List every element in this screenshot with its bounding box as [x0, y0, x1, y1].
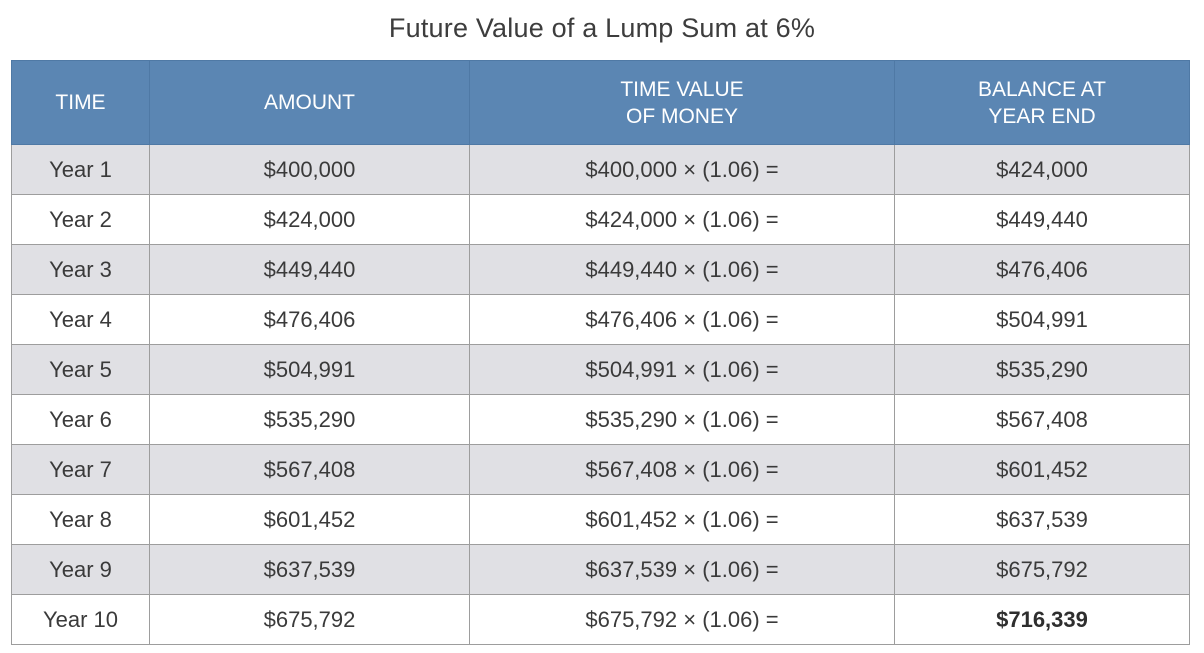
cell-time: Year 9	[11, 544, 150, 595]
cell-amount: $449,440	[149, 244, 470, 295]
cell-time: Year 2	[11, 194, 150, 245]
cell-time-value-of-money: $400,000 × (1.06) =	[469, 144, 895, 195]
cell-balance: $675,792	[894, 544, 1190, 595]
cell-time-value-of-money: $449,440 × (1.06) =	[469, 244, 895, 295]
cell-amount: $601,452	[149, 494, 470, 545]
cell-time-value-of-money: $424,000 × (1.06) =	[469, 194, 895, 245]
cell-time: Year 7	[11, 444, 150, 495]
cell-time-value-of-money: $476,406 × (1.06) =	[469, 294, 895, 345]
header-time: TIME	[11, 60, 150, 145]
cell-time: Year 3	[11, 244, 150, 295]
header-line: YEAR END	[988, 104, 1096, 128]
future-value-table: TIME AMOUNT TIME VALUE OF MONEY BALANCE …	[11, 60, 1190, 645]
header-line: BALANCE AT	[978, 77, 1106, 101]
cell-amount: $637,539	[149, 544, 470, 595]
header-line: OF MONEY	[625, 104, 738, 128]
cell-time: Year 6	[11, 394, 150, 445]
table-row: Year 8 $601,452 $601,452 × (1.06) = $637,53…	[11, 494, 1190, 545]
table-row: Year 10 $675,792 $675,792 × (1.06) = $716,3…	[11, 594, 1190, 645]
table-row: Year 7 $567,408 $567,408 × (1.06) = $601,45…	[11, 444, 1190, 495]
header-line: AMOUNT	[264, 91, 355, 114]
cell-amount: $400,000	[149, 144, 470, 195]
table-row: Year 1 $400,000 $400,000 × (1.06) = $424,00…	[11, 144, 1190, 195]
cell-balance: $637,539	[894, 494, 1190, 545]
table-row: Year 3 $449,440 $449,440 × (1.06) = $476,40…	[11, 244, 1190, 295]
cell-time-value-of-money: $504,991 × (1.06) =	[469, 344, 895, 395]
table-header: TIME AMOUNT TIME VALUE OF MONEY BALANCE …	[11, 60, 1190, 145]
cell-time-value-of-money: $637,539 × (1.06) =	[469, 544, 895, 595]
cell-amount: $567,408	[149, 444, 470, 495]
cell-time-value-of-money: $567,408 × (1.06) =	[469, 444, 895, 495]
cell-amount: $535,290	[149, 394, 470, 445]
cell-balance: $716,339	[894, 594, 1190, 645]
table-row: Year 9 $637,539 $637,539 × (1.06) = $675,79…	[11, 544, 1190, 595]
cell-time-value-of-money: $535,290 × (1.06) =	[469, 394, 895, 445]
table-body: Year 1 $400,000 $400,000 × (1.06) = $424,00…	[11, 144, 1190, 645]
cell-balance: $535,290	[894, 344, 1190, 395]
table-title: Future Value of a Lump Sum at 6%	[388, 13, 816, 43]
cell-balance: $504,991	[894, 294, 1190, 345]
table-row: Year 4 $476,406 $476,406 × (1.06) = $504,99…	[11, 294, 1190, 345]
header-amount: AMOUNT	[149, 60, 470, 145]
cell-time: Year 1	[11, 144, 150, 195]
cell-balance: $476,406	[894, 244, 1190, 295]
cell-time: Year 4	[11, 294, 150, 345]
cell-amount: $675,792	[149, 594, 470, 645]
cell-balance: $601,452	[894, 444, 1190, 495]
cell-amount: $504,991	[149, 344, 470, 395]
cell-balance: $424,000	[894, 144, 1190, 195]
cell-amount: $476,406	[149, 294, 470, 345]
cell-time: Year 10	[11, 594, 150, 645]
cell-time-value-of-money: $601,452 × (1.06) =	[469, 494, 895, 545]
cell-time: Year 5	[11, 344, 150, 395]
cell-balance: $567,408	[894, 394, 1190, 445]
table-row: Year 6 $535,290 $535,290 × (1.06) = $567,40…	[11, 394, 1190, 445]
cell-amount: $424,000	[149, 194, 470, 245]
cell-balance: $449,440	[894, 194, 1190, 245]
header-line: TIME VALUE	[620, 77, 744, 101]
cell-time-value-of-money: $675,792 × (1.06) =	[469, 594, 895, 645]
header-row: TIME AMOUNT TIME VALUE OF MONEY BALANCE …	[11, 60, 1190, 145]
table-row: Year 2 $424,000 $424,000 × (1.06) = $449,44…	[11, 194, 1190, 245]
table-row: Year 5 $504,991 $504,991 × (1.06) = $535,29…	[11, 344, 1190, 395]
header-line: TIME	[55, 91, 106, 114]
header-time-value-of-money: TIME VALUE OF MONEY	[469, 60, 895, 145]
cell-time: Year 8	[11, 494, 150, 545]
header-balance-at-year-end: BALANCE AT YEAR END	[894, 60, 1190, 145]
